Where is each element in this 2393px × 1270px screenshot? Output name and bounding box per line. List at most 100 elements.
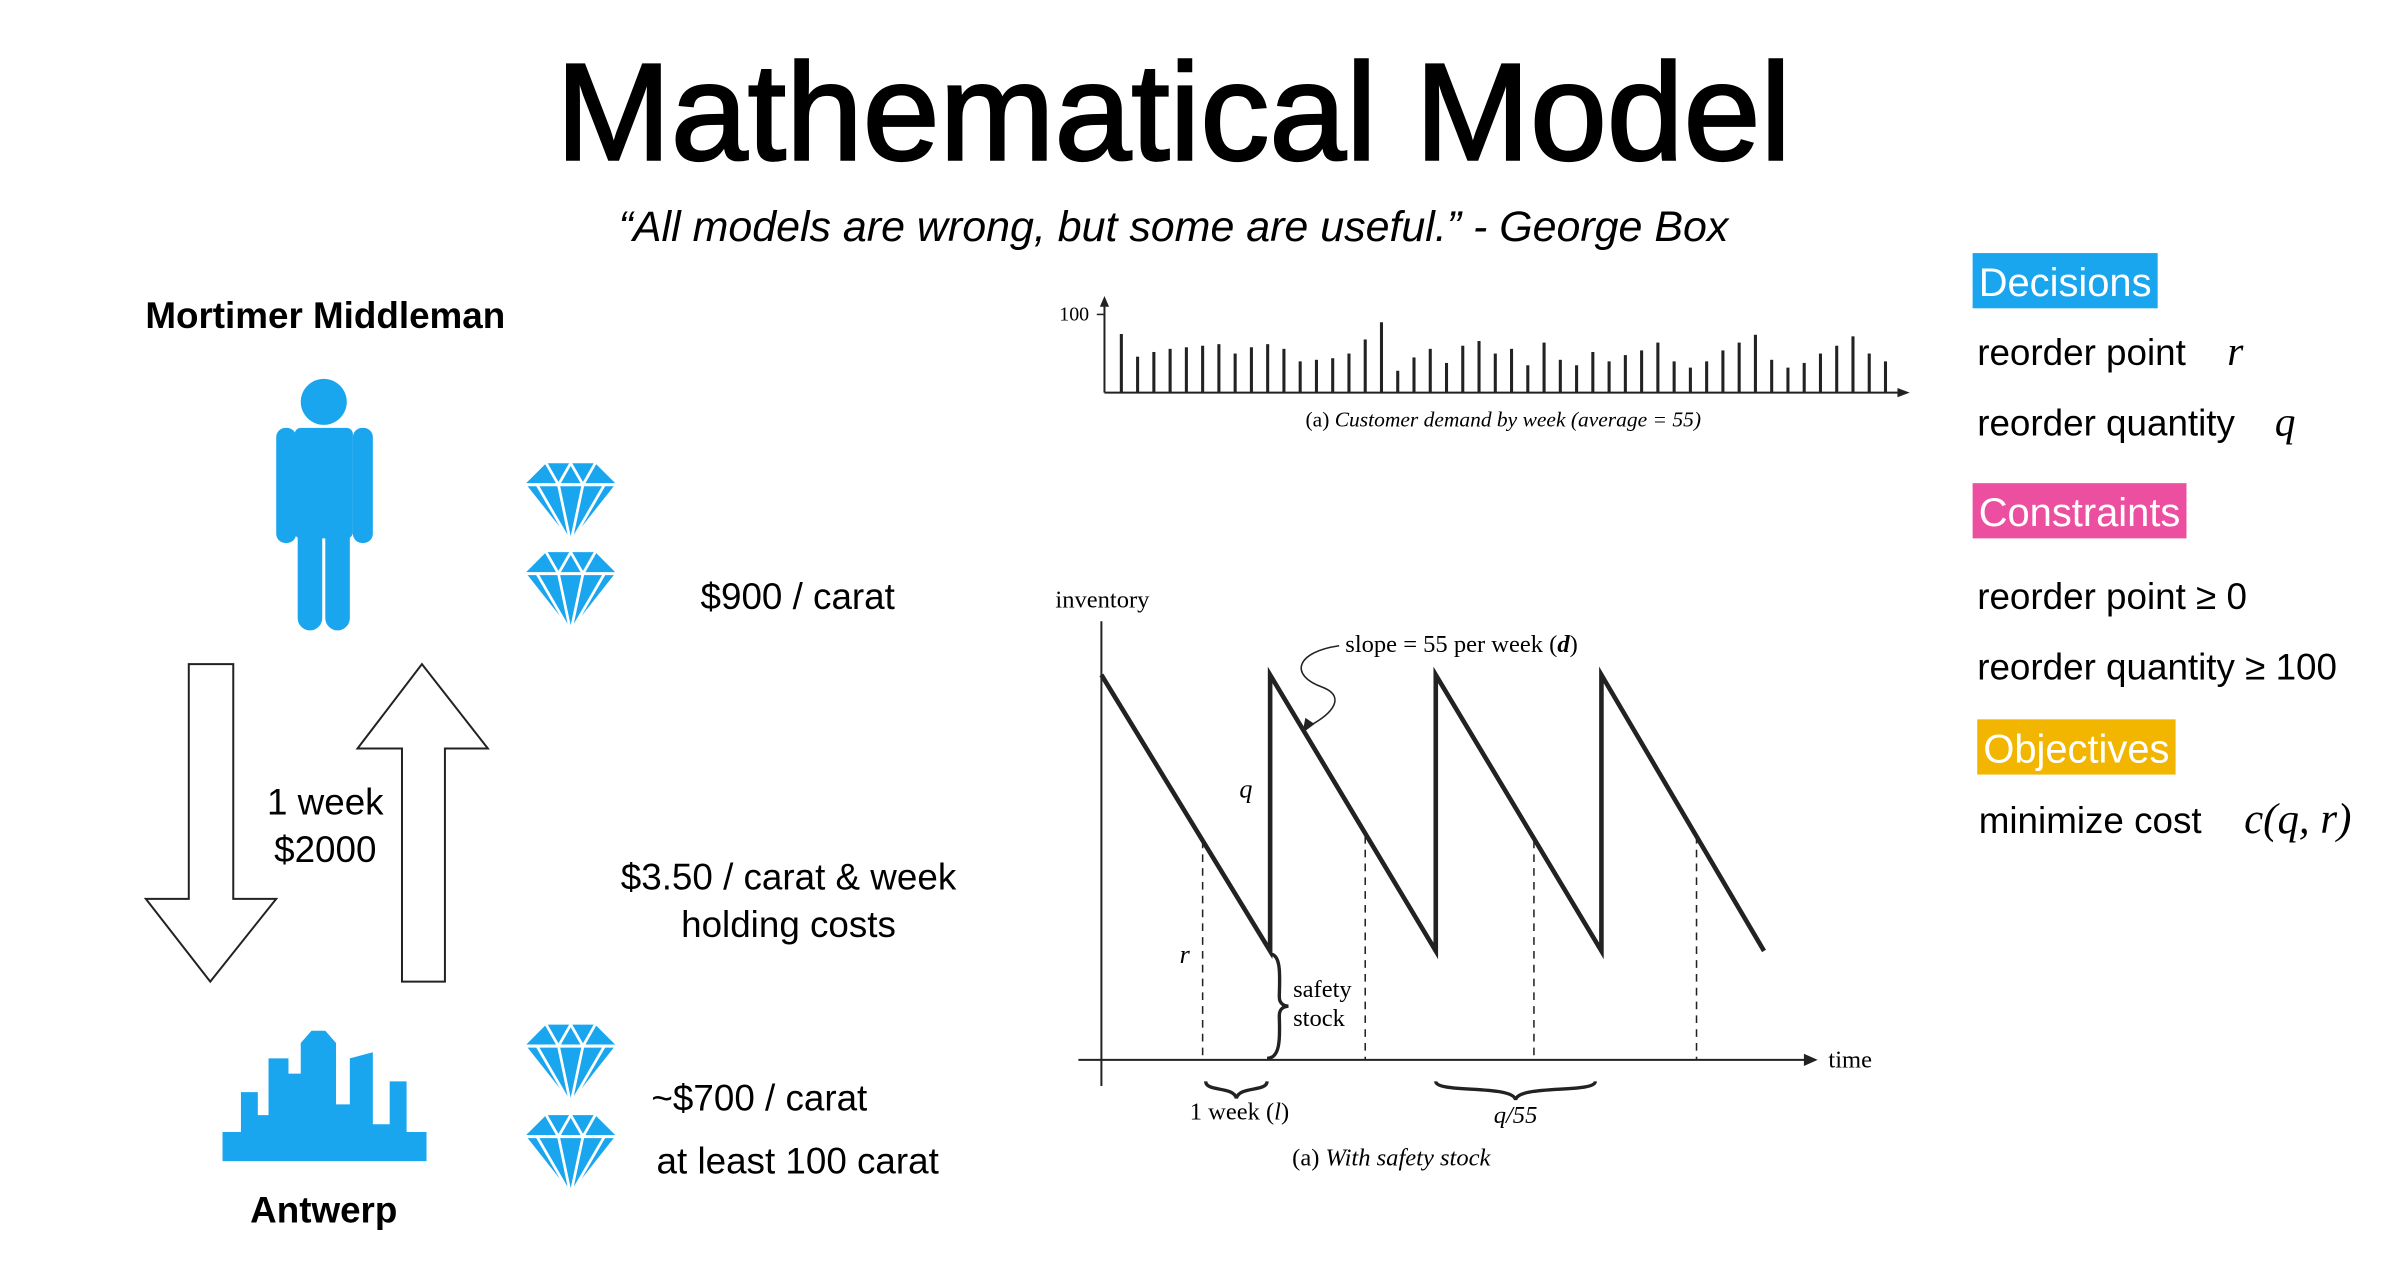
down-arrow	[143, 663, 279, 984]
caption-text: With safety stock	[1326, 1145, 1492, 1172]
caption-prefix: (a)	[1306, 407, 1335, 431]
bar	[1526, 365, 1530, 393]
demand-caption: (a) Customer demand by week (average = 5…	[1306, 407, 1701, 431]
inventory-labels: inventory time slope = 55 per week (d) q…	[1055, 586, 1872, 1171]
bar	[1152, 351, 1156, 393]
heading-box	[1977, 719, 2176, 775]
bar	[1217, 344, 1221, 393]
constraint-item: reorder point ≥ 0	[1977, 576, 2247, 617]
bar	[1883, 361, 1888, 393]
bar	[1623, 355, 1627, 393]
bar	[1770, 359, 1774, 393]
slope-text: slope = 55 per week (	[1345, 631, 1557, 658]
bar	[1802, 362, 1806, 393]
heading-box	[1972, 483, 2187, 539]
bar	[1249, 347, 1253, 393]
bar	[1851, 336, 1855, 393]
bar	[1266, 344, 1270, 393]
objective-symbol: c(q, r)	[2244, 796, 2351, 843]
bar	[1753, 334, 1757, 393]
bar	[1184, 347, 1188, 393]
bar	[1412, 357, 1416, 393]
caption-prefix: (a)	[1292, 1145, 1325, 1172]
bar	[1867, 353, 1871, 393]
title: Mathematical Model	[556, 36, 1791, 190]
week-symbol: l	[1274, 1099, 1281, 1126]
bar	[1607, 361, 1611, 393]
bar	[1835, 345, 1839, 393]
bar	[1379, 322, 1384, 393]
brace	[1266, 952, 1289, 1061]
bar	[1818, 353, 1822, 393]
decision-item: reorder quantity	[1977, 403, 2235, 444]
slope-symbol: d	[1557, 631, 1570, 658]
bar	[1233, 353, 1237, 393]
decision-symbol: r	[2227, 328, 2244, 374]
inventory-caption: (a) With safety stock	[1292, 1145, 1491, 1172]
slope-label: slope = 55 per week (d)	[1345, 631, 1578, 658]
holding-cost: holding costs	[681, 904, 896, 945]
axis-arrow	[1099, 296, 1110, 307]
week-text: 1 week (	[1190, 1099, 1274, 1126]
quote: “All models are wrong, but some are usef…	[619, 203, 1730, 251]
city-label: Antwerp	[250, 1189, 397, 1230]
bar	[1396, 370, 1400, 393]
bar	[1705, 361, 1709, 393]
bar	[1656, 342, 1660, 393]
holding-cost: $3.50 / carat & week	[621, 857, 957, 898]
bar	[1428, 348, 1432, 393]
buy-price: ~$700 / carat	[651, 1077, 867, 1118]
bar	[1201, 345, 1205, 393]
bar	[1477, 341, 1481, 393]
decision-item: reorder point	[1977, 332, 2186, 373]
caption-text: Customer demand by week (average = 55)	[1335, 407, 1701, 431]
bar	[1168, 348, 1172, 393]
bar	[1672, 361, 1676, 393]
slope-end: )	[1570, 631, 1578, 658]
bar	[1542, 342, 1546, 393]
q-label: q	[1239, 775, 1252, 804]
bar	[1363, 339, 1367, 393]
lead-time: 1 week	[267, 781, 384, 822]
bar	[1510, 348, 1514, 393]
bar	[1591, 351, 1595, 393]
sell-price: $900 / carat	[701, 576, 895, 617]
bar	[1493, 353, 1497, 393]
inventory-line	[1099, 666, 1766, 960]
reorder-lines	[1201, 835, 1698, 1060]
demand-chart: (a) Customer demand by week (average = 5…	[1059, 296, 1910, 431]
axis-arrow	[1897, 388, 1910, 398]
brace	[1434, 1080, 1597, 1101]
slope-leader	[1300, 644, 1340, 728]
bar	[1737, 342, 1741, 393]
objective-item: minimize cost	[1979, 800, 2202, 841]
person-icon	[276, 378, 373, 631]
bar	[1444, 362, 1449, 393]
bar	[1461, 345, 1465, 393]
bar	[1119, 333, 1123, 393]
constraint-item: reorder quantity ≥ 100	[1977, 646, 2337, 687]
decision-symbol: q	[2275, 399, 2296, 445]
person-label: Mortimer Middleman	[145, 295, 505, 336]
week-label: 1 week (l)	[1190, 1099, 1289, 1126]
city-icon	[222, 1030, 427, 1162]
safety-label: safety	[1293, 976, 1352, 1003]
bar	[1298, 361, 1302, 393]
bar	[1347, 353, 1351, 393]
bar	[1575, 365, 1579, 393]
min-order: at least 100 carat	[657, 1140, 939, 1181]
y-label: inventory	[1055, 586, 1150, 613]
y-tick-label: 100	[1059, 304, 1089, 326]
bar	[1282, 348, 1286, 393]
inventory-chart	[1078, 621, 1818, 1101]
order-cost: $2000	[274, 829, 376, 870]
safety-label: stock	[1293, 1005, 1346, 1032]
brace	[1204, 1080, 1269, 1100]
week-end: )	[1281, 1099, 1289, 1126]
up-arrow	[355, 662, 490, 983]
bar	[1136, 356, 1140, 393]
x-label: time	[1828, 1047, 1872, 1074]
